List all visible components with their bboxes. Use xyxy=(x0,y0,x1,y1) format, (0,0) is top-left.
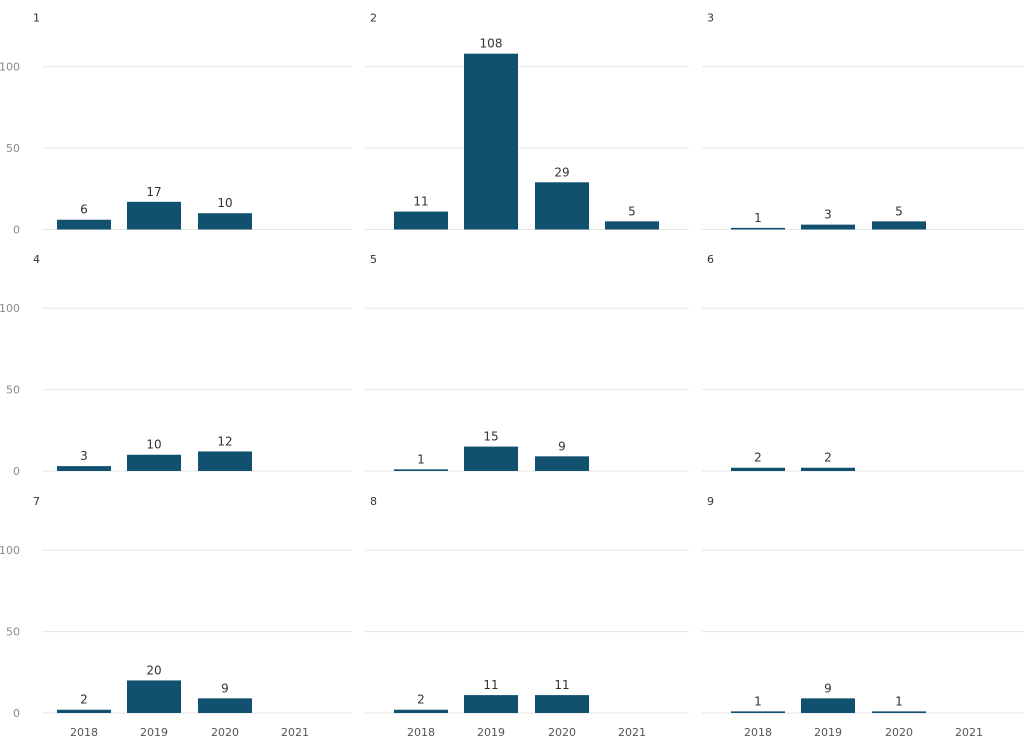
bar xyxy=(198,698,252,713)
panel-title: 2 xyxy=(370,12,377,25)
data-label: 1 xyxy=(754,211,762,225)
data-label: 5 xyxy=(628,204,636,218)
y-tick-label: 100 xyxy=(0,302,20,315)
data-label: 6 xyxy=(80,203,88,217)
y-tick-label: 0 xyxy=(13,465,20,478)
x-tick-label: 2020 xyxy=(548,726,576,739)
panel-title: 4 xyxy=(33,253,40,266)
x-tick-label: 2020 xyxy=(885,726,913,739)
bar xyxy=(57,219,111,230)
x-tick-label: 2018 xyxy=(744,726,772,739)
data-label: 3 xyxy=(824,208,832,222)
x-tick-label: 2020 xyxy=(211,726,239,739)
bar xyxy=(801,224,855,230)
bar xyxy=(464,53,518,230)
x-tick-label: 2019 xyxy=(140,726,168,739)
bar xyxy=(872,711,926,713)
bar xyxy=(801,467,855,471)
bar xyxy=(731,227,785,230)
data-label: 2 xyxy=(80,693,88,707)
data-label: 15 xyxy=(483,430,498,444)
x-tick-label: 2021 xyxy=(281,726,309,739)
data-label: 9 xyxy=(824,681,832,695)
data-label: 9 xyxy=(221,681,229,695)
data-label: 3 xyxy=(80,449,88,463)
bar xyxy=(198,451,252,471)
y-tick-label: 50 xyxy=(6,626,20,639)
bar xyxy=(394,469,448,471)
y-tick-label: 50 xyxy=(6,142,20,155)
data-label: 2 xyxy=(754,451,762,465)
panel-title: 3 xyxy=(707,12,714,25)
data-label: 108 xyxy=(480,37,503,51)
panel-title: 8 xyxy=(370,495,377,508)
x-tick-label: 2019 xyxy=(814,726,842,739)
panel-title: 7 xyxy=(33,495,40,508)
panel-title: 1 xyxy=(33,12,40,25)
x-tick-label: 2019 xyxy=(477,726,505,739)
data-label: 2 xyxy=(417,693,425,707)
bar xyxy=(127,454,181,471)
data-label: 2 xyxy=(824,451,832,465)
data-label: 11 xyxy=(554,678,569,692)
y-tick-label: 100 xyxy=(0,61,20,74)
bar xyxy=(464,695,518,713)
x-tick-label: 2021 xyxy=(618,726,646,739)
bar xyxy=(464,446,518,471)
bar xyxy=(872,221,926,230)
bar xyxy=(535,695,589,713)
bar xyxy=(57,709,111,713)
bar xyxy=(198,213,252,230)
bar xyxy=(535,182,589,230)
panel-title: 6 xyxy=(707,253,714,266)
data-label: 10 xyxy=(217,196,232,210)
data-label: 11 xyxy=(483,678,498,692)
y-tick-label: 100 xyxy=(0,544,20,557)
y-tick-label: 0 xyxy=(13,224,20,237)
data-label: 5 xyxy=(895,204,903,218)
bar xyxy=(535,456,589,471)
bar xyxy=(731,467,785,471)
bar xyxy=(605,221,659,230)
data-label: 1 xyxy=(754,694,762,708)
data-label: 10 xyxy=(146,438,161,452)
bar xyxy=(57,466,111,471)
y-tick-label: 50 xyxy=(6,384,20,397)
panel-title: 9 xyxy=(707,495,714,508)
data-label: 11 xyxy=(413,195,428,209)
bar xyxy=(394,211,448,230)
data-label: 1 xyxy=(895,694,903,708)
data-label: 9 xyxy=(558,439,566,453)
y-tick-label: 0 xyxy=(13,707,20,720)
bar xyxy=(801,698,855,713)
bar xyxy=(127,201,181,230)
bar xyxy=(394,709,448,713)
bar xyxy=(731,711,785,713)
x-tick-label: 2018 xyxy=(70,726,98,739)
bar xyxy=(127,680,181,713)
x-tick-label: 2021 xyxy=(955,726,983,739)
data-label: 12 xyxy=(217,434,232,448)
data-label: 1 xyxy=(417,452,425,466)
data-label: 29 xyxy=(554,165,569,179)
panel-title: 5 xyxy=(370,253,377,266)
x-tick-label: 2018 xyxy=(407,726,435,739)
data-label: 17 xyxy=(146,185,161,199)
data-label: 20 xyxy=(146,663,161,677)
